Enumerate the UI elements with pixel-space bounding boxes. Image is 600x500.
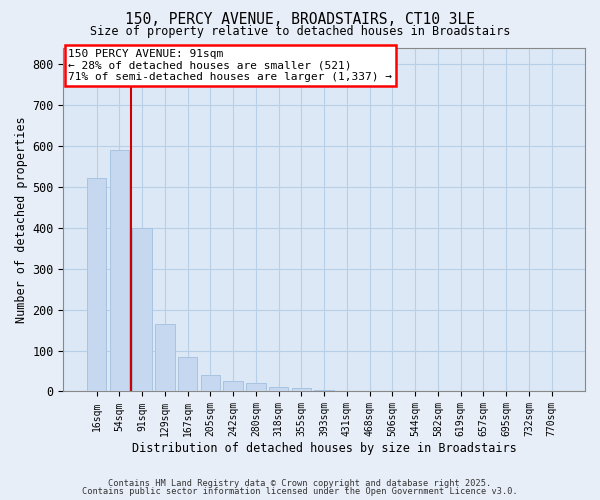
Bar xyxy=(87,178,106,392)
Bar xyxy=(292,388,311,392)
X-axis label: Distribution of detached houses by size in Broadstairs: Distribution of detached houses by size … xyxy=(132,442,517,455)
Bar xyxy=(110,150,129,392)
Bar xyxy=(223,381,243,392)
Text: 150, PERCY AVENUE, BROADSTAIRS, CT10 3LE: 150, PERCY AVENUE, BROADSTAIRS, CT10 3LE xyxy=(125,12,475,28)
Bar xyxy=(155,324,175,392)
Bar xyxy=(178,357,197,392)
Bar xyxy=(269,388,289,392)
Text: Contains HM Land Registry data © Crown copyright and database right 2025.: Contains HM Land Registry data © Crown c… xyxy=(109,478,491,488)
Bar xyxy=(201,375,220,392)
Bar xyxy=(133,228,152,392)
Text: Contains public sector information licensed under the Open Government Licence v3: Contains public sector information licen… xyxy=(82,487,518,496)
Y-axis label: Number of detached properties: Number of detached properties xyxy=(15,116,28,323)
Text: Size of property relative to detached houses in Broadstairs: Size of property relative to detached ho… xyxy=(90,25,510,38)
Text: 150 PERCY AVENUE: 91sqm
← 28% of detached houses are smaller (521)
71% of semi-d: 150 PERCY AVENUE: 91sqm ← 28% of detache… xyxy=(68,49,392,82)
Bar xyxy=(314,390,334,392)
Bar xyxy=(246,384,266,392)
